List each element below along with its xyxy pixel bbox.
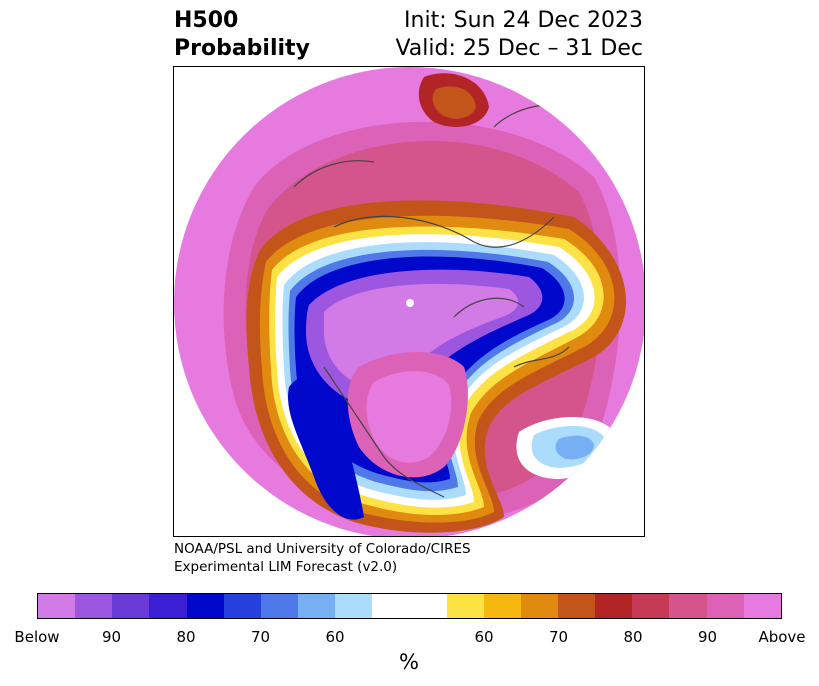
colorbar-segment <box>297 594 336 618</box>
north-pole-marker <box>406 299 414 307</box>
colorbar-tick-label: Below <box>14 628 60 646</box>
colorbar-segment <box>372 594 410 618</box>
colorbar-segment <box>706 594 744 618</box>
colorbar-segment <box>669 594 707 618</box>
variable-title: H500 <box>174 8 239 33</box>
colorbar-segment <box>557 594 596 618</box>
below-west-coast-region <box>288 376 364 520</box>
colorbar-tick-label: 90 <box>101 628 122 646</box>
colorbar-segment <box>595 594 633 618</box>
colorbar-segment <box>335 594 373 618</box>
product-title: Probability <box>174 36 310 61</box>
colorbar-segment <box>149 594 187 618</box>
init-date: Init: Sun 24 Dec 2023 <box>404 8 643 33</box>
colorbar-tick-label: 70 <box>548 628 569 646</box>
colorbar-segment <box>483 594 521 618</box>
colorbar-tick-label: 90 <box>697 628 718 646</box>
colorbar-segment <box>38 594 76 618</box>
colorbar-tick-label: Above <box>758 628 806 646</box>
colorbar-segment <box>112 594 150 618</box>
colorbar-tick-label: 80 <box>176 628 196 646</box>
below-core-region <box>324 283 519 386</box>
colorbar-tick-label: 80 <box>623 628 643 646</box>
colorbar-segment <box>409 594 447 618</box>
forecast-map <box>173 66 645 537</box>
colorbar-segment <box>186 594 224 618</box>
colorbar-tick-label: 60 <box>325 628 345 646</box>
colorbar-segment <box>632 594 670 618</box>
valid-range: Valid: 25 Dec – 31 Dec <box>395 36 643 61</box>
polar-projection <box>174 67 644 536</box>
colorbar-tick-label: 70 <box>250 628 271 646</box>
colorbar-units: % <box>399 650 419 674</box>
colorbar-segment <box>743 594 781 618</box>
colorbar-segment <box>75 594 113 618</box>
colorbar <box>37 593 782 619</box>
colorbar-segment <box>223 594 261 618</box>
colorbar-tick-label: 60 <box>474 628 494 646</box>
colorbar-segment <box>446 594 484 618</box>
credit-line-2: Experimental LIM Forecast (v2.0) <box>174 559 398 575</box>
colorbar-segment <box>260 594 298 618</box>
credit-line-1: NOAA/PSL and University of Colorado/CIRE… <box>174 541 471 557</box>
colorbar-segment <box>520 594 558 618</box>
